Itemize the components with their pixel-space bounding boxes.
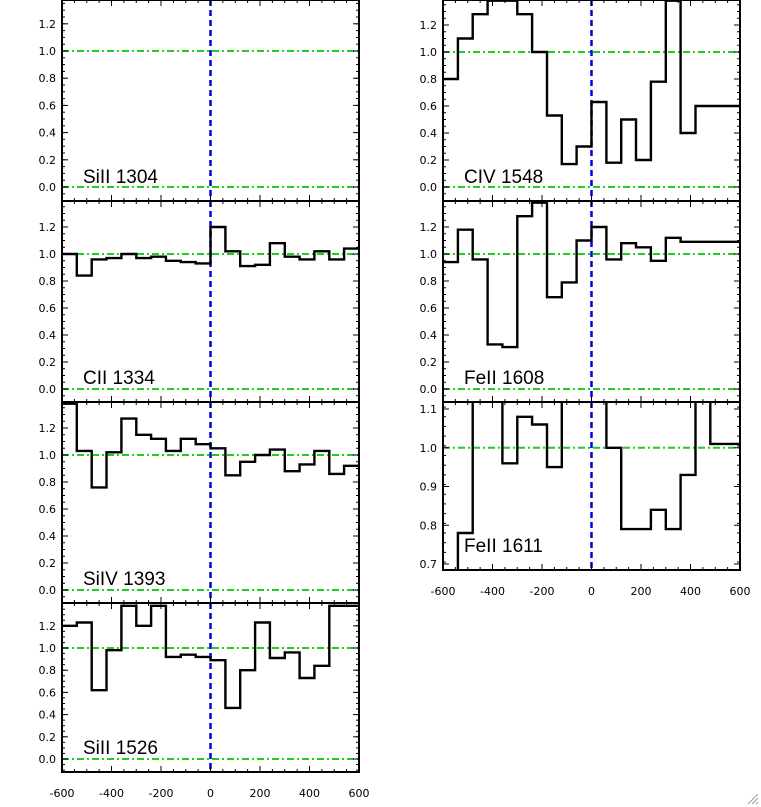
y-tick-label: 1.2 xyxy=(39,422,57,435)
y-tick-label: 0.4 xyxy=(420,127,438,140)
y-tick-label: 0.6 xyxy=(39,686,57,699)
y-tick-label: 0.0 xyxy=(420,383,438,396)
y-tick-label: 0.2 xyxy=(39,356,57,369)
y-tick-label: 0.4 xyxy=(39,127,57,140)
x-tick-label: 0 xyxy=(207,787,214,800)
y-tick-label: 0.8 xyxy=(420,519,438,532)
y-tick-label: 1.0 xyxy=(420,248,438,261)
y-tick-label: 0.2 xyxy=(39,154,57,167)
y-tick-label: 0.2 xyxy=(420,356,438,369)
spectrum-step-line xyxy=(62,225,359,277)
y-tick-label: 0.6 xyxy=(39,99,57,112)
y-tick-label: 0.0 xyxy=(39,383,57,396)
y-tick-label: 0.0 xyxy=(420,181,438,194)
y-tick-label: 0.4 xyxy=(39,329,57,342)
x-tick-label: 200 xyxy=(250,787,271,800)
y-tick-label: 0.4 xyxy=(39,530,57,543)
spectrum-step-line xyxy=(456,402,740,570)
y-tick-label: 0.4 xyxy=(420,329,438,342)
x-tick-label: 200 xyxy=(631,585,652,598)
panel-feii-1611: 0.7 0.8 0.9 1.0 1.1 -600 -400 -200 0 200 400 600 FeI… xyxy=(420,401,751,598)
panel-civ-1548: 0.0 0.2 0.4 0.6 0.8 1.0 1.2 CIV 1548 xyxy=(420,0,741,202)
y-tick-label: 0.4 xyxy=(39,709,57,722)
panel-feii-1608: 0.0 0.2 0.4 0.6 0.8 1.0 1.2 FeII 1608 xyxy=(420,200,741,403)
ion-label: SiIV 1393 xyxy=(83,569,165,590)
y-tick-label: 0.6 xyxy=(39,503,57,516)
ion-label: CIV 1548 xyxy=(464,167,543,188)
y-tick-label: 0.0 xyxy=(39,753,57,766)
y-tick-label: 1.0 xyxy=(420,442,438,455)
panel-siiv-1393: 0.0 0.2 0.4 0.6 0.8 1.0 1.2 SiIV 1393 xyxy=(39,401,360,604)
y-tick-label: 0.6 xyxy=(420,100,438,113)
y-tick-label: 0.8 xyxy=(420,275,438,288)
y-tick-label: 1.0 xyxy=(39,449,57,462)
y-tick-label: 0.9 xyxy=(420,481,438,494)
panel-cii-1334: 0.0 0.2 0.4 0.6 0.8 1.0 1.2 CII 1334 xyxy=(39,200,360,403)
y-tick-label: 0.7 xyxy=(420,558,438,571)
x-tick-label: -200 xyxy=(149,787,174,800)
y-tick-label: 1.2 xyxy=(39,221,57,234)
y-tick-label: 1.0 xyxy=(39,248,57,261)
y-tick-label: 0.8 xyxy=(39,664,57,677)
y-tick-label: 0.6 xyxy=(39,302,57,315)
ion-label: SiII 1304 xyxy=(83,167,158,188)
panel-siii-1526: 0.0 0.2 0.4 0.6 0.8 1.0 1.2 -600 -400 -200 0 200 400… xyxy=(39,602,370,800)
y-tick-label: 1.2 xyxy=(39,18,57,31)
y-tick-label: 0.8 xyxy=(39,72,57,85)
ion-label: SiII 1526 xyxy=(83,738,158,759)
ion-label: FeII 1608 xyxy=(464,368,544,389)
x-tick-label: -400 xyxy=(99,787,124,800)
x-tick-label: -400 xyxy=(480,585,505,598)
x-tick-label: -600 xyxy=(431,585,456,598)
panel-siii-1304: 0.0 0.2 0.4 0.6 0.8 1.0 1.2 SiII 1304 xyxy=(39,0,360,202)
x-tick-label: 400 xyxy=(299,787,320,800)
y-tick-label: 0.2 xyxy=(39,557,57,570)
x-tick-label: 0 xyxy=(588,585,595,598)
y-tick-label: 1.0 xyxy=(39,642,57,655)
spectrum-step-line xyxy=(62,402,359,489)
y-tick-label: 0.2 xyxy=(420,154,438,167)
ion-label: CII 1334 xyxy=(83,368,155,389)
y-tick-label: 1.2 xyxy=(420,19,438,32)
y-tick-label: 0.8 xyxy=(420,73,438,86)
spectrum-step-line xyxy=(62,604,359,710)
resize-grip-icon[interactable] xyxy=(745,791,759,805)
y-tick-label: 0.2 xyxy=(39,731,57,744)
y-tick-label: 1.1 xyxy=(420,403,438,416)
x-tick-label: -600 xyxy=(50,787,75,800)
y-tick-label: 0.0 xyxy=(39,584,57,597)
y-tick-label: 0.8 xyxy=(39,476,57,489)
y-tick-label: 1.0 xyxy=(420,46,438,59)
y-tick-label: 1.2 xyxy=(420,221,438,234)
y-tick-label: 0.0 xyxy=(39,181,57,194)
ion-label: FeII 1611 xyxy=(464,536,543,557)
x-tick-label: 600 xyxy=(730,585,751,598)
x-tick-label: 400 xyxy=(680,585,701,598)
y-tick-label: 0.6 xyxy=(420,302,438,315)
x-tick-label: -200 xyxy=(530,585,555,598)
y-tick-label: 0.8 xyxy=(39,275,57,288)
y-tick-label: 1.2 xyxy=(39,620,57,633)
x-tick-label: 600 xyxy=(349,787,370,800)
y-tick-label: 1.0 xyxy=(39,45,57,58)
spectrum-step-line xyxy=(443,201,740,349)
